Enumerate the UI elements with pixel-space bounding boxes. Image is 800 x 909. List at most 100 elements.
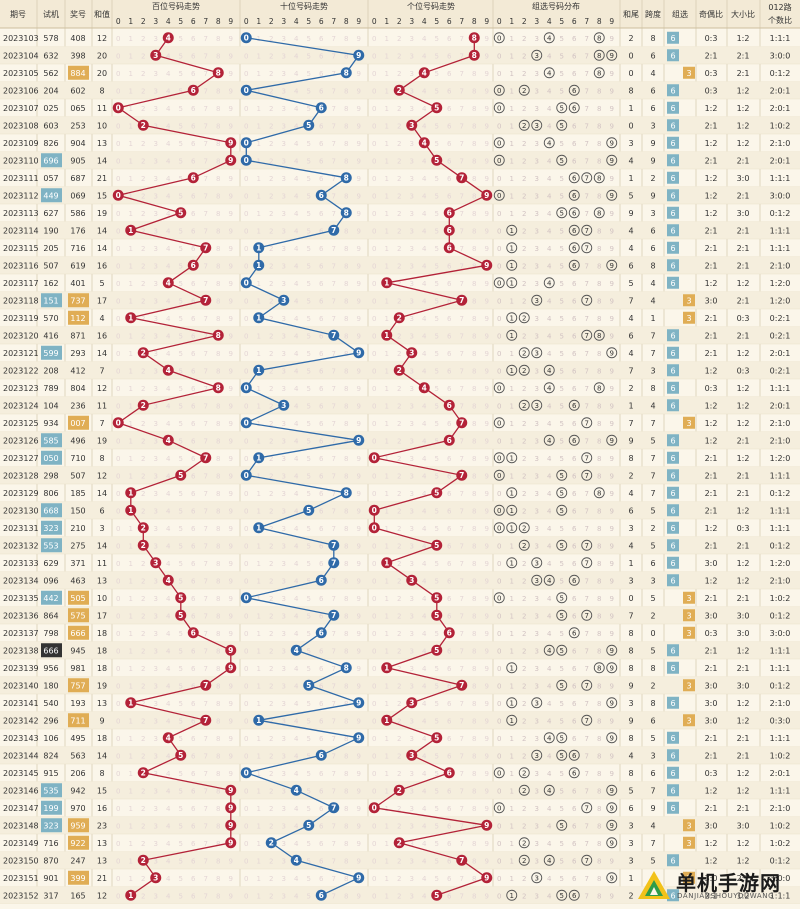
cell-span: 6: [650, 86, 655, 95]
background-digit: 5: [435, 315, 439, 323]
background-digit: 3: [154, 700, 158, 708]
background-digit: 3: [282, 192, 286, 200]
background-digit: 8: [472, 612, 476, 620]
background-digit: 3: [282, 875, 286, 883]
background-digit: 8: [216, 770, 220, 778]
cell-sum: 20: [97, 69, 107, 78]
background-digit: 0: [372, 840, 376, 848]
cell-prize: 922: [70, 839, 85, 848]
background-digit: 7: [204, 420, 208, 428]
group-marker-label: 6: [572, 209, 577, 217]
group-marker-label: 5: [560, 472, 564, 480]
cell-sum: 7: [99, 419, 104, 428]
background-digit: 1: [385, 857, 389, 865]
background-digit: 7: [585, 735, 589, 743]
group-marker: [493, 277, 505, 289]
background-digit: 3: [154, 630, 158, 638]
group-marker: [506, 277, 518, 289]
background-digit: 1: [257, 35, 261, 43]
background-digit: 6: [572, 122, 577, 130]
background-digit: 1: [129, 560, 133, 568]
background-digit: 7: [460, 262, 464, 270]
background-digit: 4: [166, 700, 171, 708]
background-digit: 7: [460, 717, 464, 725]
group-marker: [493, 522, 505, 534]
background-digit: 6: [191, 52, 196, 60]
background-digit: 4: [422, 542, 427, 550]
background-digit: 3: [282, 227, 286, 235]
group-marker: [518, 837, 530, 849]
background-digit: 4: [422, 630, 427, 638]
background-digit: 3: [154, 245, 158, 253]
background-digit: 8: [597, 647, 601, 655]
background-digit: 9: [357, 665, 361, 673]
group-marker: [606, 434, 618, 446]
trend-marker: [240, 137, 252, 149]
group-marker-label: 5: [560, 209, 564, 217]
background-digit: 8: [216, 735, 220, 743]
background-digit: 5: [435, 192, 439, 200]
background-digit: 0: [372, 490, 376, 498]
cell-bigsmall: 0:3: [737, 366, 750, 375]
background-digit: 2: [141, 70, 145, 78]
background-digit: 6: [572, 52, 577, 60]
background-digit: 8: [216, 245, 220, 253]
cell-tail: 4: [628, 244, 633, 253]
cell-prize: 150: [70, 506, 85, 515]
cell-bigsmall: 2:1: [737, 436, 750, 445]
background-digit: 2: [269, 595, 273, 603]
cell-span: 3: [650, 121, 655, 130]
background-digit: 1: [385, 315, 389, 323]
group-marker-label: 3: [535, 52, 539, 60]
background-digit: 9: [485, 490, 489, 498]
background-digit: 9: [357, 332, 361, 340]
background-digit: 9: [357, 140, 361, 148]
background-digit: 5: [179, 332, 183, 340]
cell-bigsmall: 1:2: [737, 699, 750, 708]
background-digit: 3: [282, 700, 286, 708]
background-digit: 9: [610, 612, 614, 620]
background-digit: 1: [129, 245, 133, 253]
background-digit: 1: [129, 770, 133, 778]
background-digit: 8: [597, 140, 601, 148]
cell-period: 2023113: [3, 209, 39, 218]
cell-tail: 3: [628, 699, 633, 708]
cell-period: 2023105: [3, 69, 39, 78]
background-digit: 8: [344, 735, 348, 743]
background-digit: 3: [535, 455, 539, 463]
background-digit: 4: [547, 157, 552, 165]
cell-test: 629: [43, 559, 58, 568]
background-digit: 9: [485, 682, 489, 690]
background-digit: 8: [216, 682, 220, 690]
cell-route: 1:1:1: [770, 174, 791, 183]
group-marker: [606, 259, 618, 271]
trend-marker: [353, 872, 365, 884]
group-marker: [568, 84, 580, 96]
background-digit: 0: [116, 227, 120, 235]
background-digit: 7: [332, 630, 336, 638]
background-digit: 8: [216, 437, 220, 445]
background-digit: 5: [307, 315, 311, 323]
background-digit: 5: [179, 385, 183, 393]
background-digit: 9: [229, 507, 233, 515]
background-digit: 2: [269, 560, 273, 568]
cell-bigsmall: 1:2: [737, 646, 750, 655]
group-type-label: 6: [670, 384, 675, 393]
background-digit: 5: [307, 472, 311, 480]
trend-marker: [340, 172, 352, 184]
group-marker-label: 9: [610, 262, 614, 270]
cell-tail: 9: [628, 436, 633, 445]
group-marker-label: 7: [585, 244, 589, 252]
background-digit: 8: [344, 297, 348, 305]
background-digit: 4: [422, 647, 427, 655]
background-digit: 2: [141, 875, 145, 883]
cell-tail: 4: [628, 156, 633, 165]
trend-marker: [162, 574, 174, 586]
background-digit: 3: [282, 70, 286, 78]
background-digit: 1: [510, 157, 514, 165]
cell-bigsmall: 2:1: [737, 261, 750, 270]
background-digit: 7: [585, 192, 589, 200]
background-digit: 0: [116, 350, 120, 358]
group-marker-label: 8: [597, 664, 601, 672]
background-digit: 4: [294, 542, 299, 550]
